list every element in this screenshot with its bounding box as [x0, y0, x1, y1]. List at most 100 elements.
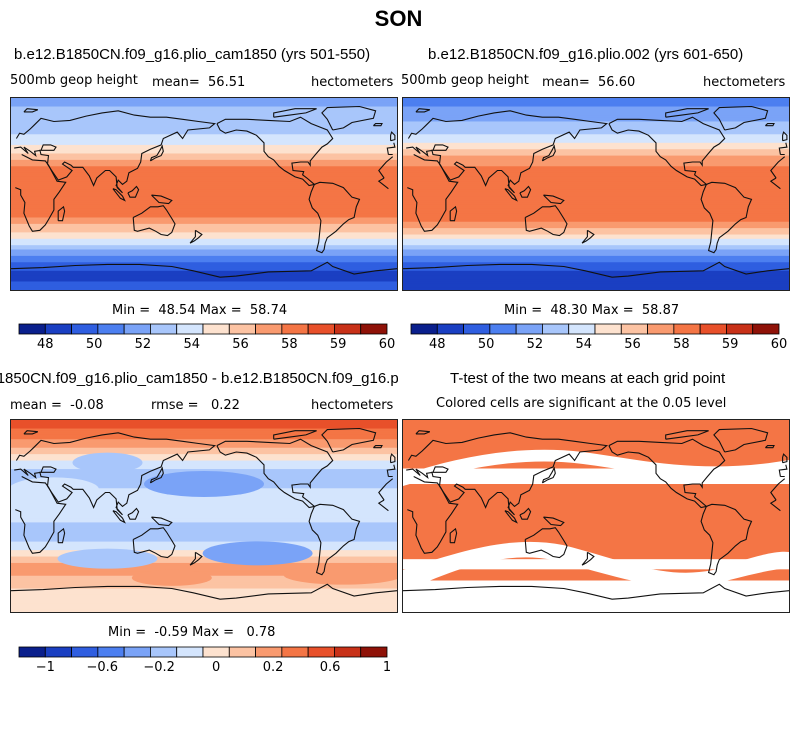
contour-band — [11, 605, 397, 609]
colorbar-cell — [489, 323, 517, 335]
contour-band — [403, 112, 789, 116]
contour-band — [403, 159, 789, 163]
contour-band — [403, 134, 789, 137]
contour-band — [403, 266, 789, 270]
contour-band — [11, 526, 397, 530]
coastline-segment — [308, 503, 361, 576]
contour-band — [11, 601, 397, 605]
contour-band — [403, 215, 789, 219]
colorbar-tick-label: 0 — [212, 660, 220, 675]
figure-title: SON — [374, 6, 423, 31]
colorbar-tick-label: 59 — [722, 337, 739, 352]
contour-band — [11, 130, 397, 133]
contour-band — [403, 174, 789, 178]
contour-band — [11, 217, 397, 221]
contour-band — [403, 272, 789, 276]
contour-band — [403, 153, 789, 157]
colorbar-tick-label: 60 — [771, 337, 788, 352]
colorbar-cell — [334, 646, 362, 658]
contour-band — [11, 454, 397, 457]
colorbar-tick-label: −0.2 — [143, 660, 175, 675]
zonal-bands-top-right — [403, 98, 789, 290]
contour-band — [11, 609, 397, 612]
coastline-segment — [581, 551, 595, 566]
colorbar-cell — [123, 323, 151, 335]
contour-band — [11, 426, 397, 430]
coastline-segment — [57, 527, 66, 544]
contour-band — [11, 603, 397, 607]
contour-band — [11, 187, 397, 191]
contour-band — [403, 168, 789, 172]
significant-band — [403, 484, 789, 517]
colorbar-cell — [410, 323, 438, 335]
colorbar-cell — [307, 323, 335, 335]
coastline-segment — [713, 427, 769, 453]
contour-band — [11, 452, 397, 455]
contour-band — [403, 277, 789, 280]
contour-band — [11, 535, 397, 538]
contour-band — [403, 200, 789, 204]
contour-band — [403, 249, 789, 253]
contour-band — [403, 253, 789, 257]
contour-band — [11, 215, 397, 219]
coastline-segment — [11, 583, 397, 600]
contour-band — [11, 260, 397, 263]
coastline-segment — [273, 108, 317, 118]
coastline-segment — [373, 123, 383, 127]
coastline-segment — [216, 116, 334, 187]
coastline-segment — [149, 466, 164, 484]
contour-band — [403, 123, 789, 127]
contour-band — [11, 110, 397, 114]
mean-label-bottom-left: mean = -0.08 — [10, 398, 104, 413]
contour-band — [403, 166, 789, 169]
contour-band — [403, 228, 789, 231]
colorbar-tick-label: 59 — [330, 337, 347, 352]
contour-band — [11, 98, 397, 101]
coastline-segment — [127, 507, 140, 520]
contour-band — [11, 181, 397, 184]
contour-band — [11, 592, 397, 596]
contour-band — [11, 283, 397, 287]
anomaly-blobs-bottom-left — [11, 452, 397, 586]
contour-band — [11, 234, 397, 238]
significance-note: Colored cells are significant at the 0.0… — [436, 396, 727, 411]
contour-band — [11, 168, 397, 172]
colorbar-cell — [44, 646, 72, 658]
colorbar-cell — [360, 646, 388, 658]
contour-band — [11, 287, 397, 290]
contour-band — [11, 443, 397, 447]
contour-band — [403, 204, 789, 208]
colorbar-cell — [97, 323, 125, 335]
coastline-segment — [321, 427, 377, 453]
contour-band — [11, 511, 397, 515]
contour-band — [11, 115, 397, 118]
coastline-segment — [390, 453, 396, 464]
mean-value-top-left: 56.51 — [208, 75, 246, 90]
contour-band — [11, 543, 397, 547]
contour-band — [11, 501, 397, 504]
colorbar-cell — [699, 323, 727, 335]
coastline-segment — [543, 516, 565, 527]
coastline-segment — [273, 430, 317, 440]
contour-band — [11, 162, 397, 165]
coastline-segment — [406, 110, 788, 194]
contour-band — [11, 155, 397, 159]
contour-band — [11, 505, 397, 509]
contour-band — [403, 232, 789, 236]
colorbar-cell — [202, 323, 230, 335]
panel-title-bottom-left: b.e12.B1850CN.f09_g16.plio_cam1850 - b.e… — [0, 370, 398, 387]
anomaly-blob — [131, 569, 212, 586]
colorbar-cell — [228, 323, 256, 335]
contour-band — [11, 509, 397, 513]
contour-band — [403, 268, 789, 272]
contour-band — [403, 125, 789, 129]
contour-band — [403, 221, 789, 225]
coastline-segment — [543, 194, 565, 205]
colorbar-cell — [307, 646, 335, 658]
significant-band — [403, 516, 789, 549]
coastline-segment — [608, 116, 726, 187]
contour-band — [403, 287, 789, 290]
contour-band — [403, 211, 789, 214]
contour-band — [11, 164, 397, 167]
colorbar-tick-label: 0.2 — [263, 660, 284, 675]
